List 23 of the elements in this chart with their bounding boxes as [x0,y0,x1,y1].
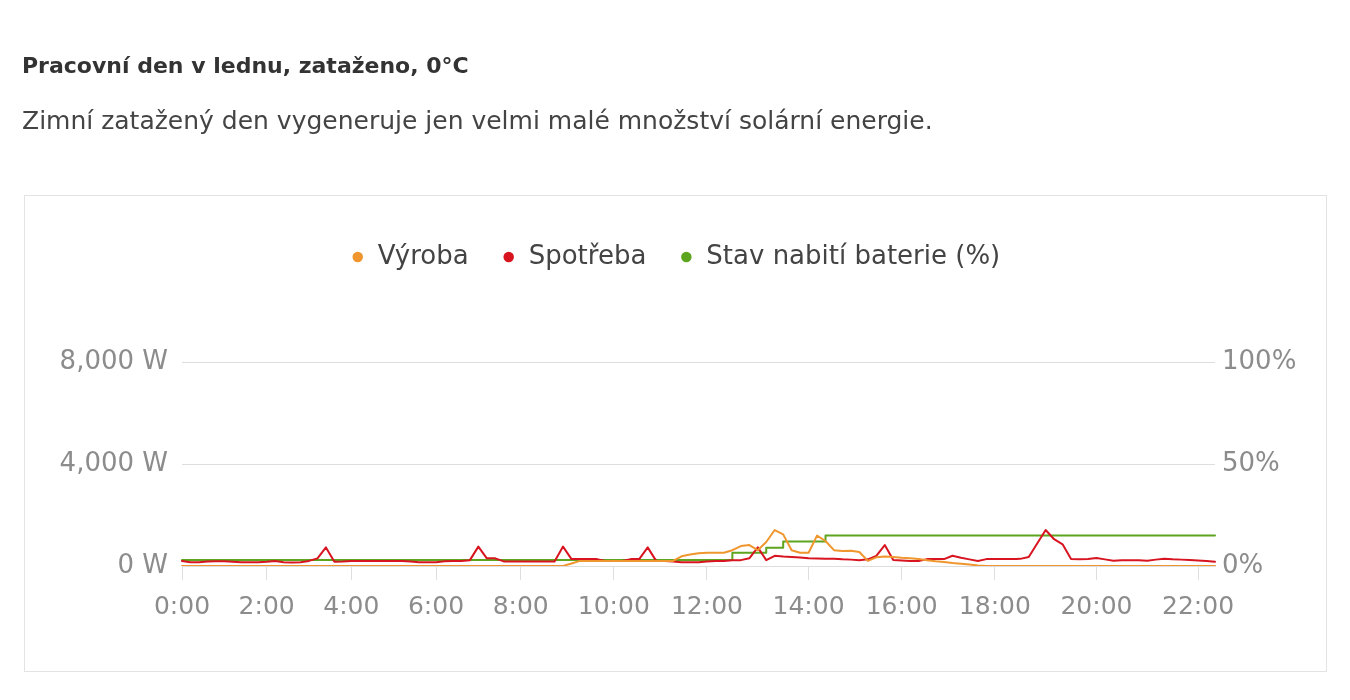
y-tick-label: 4,000 W [59,446,168,477]
legend-label: Spotřeba [528,239,647,270]
y2-tick-label: 100% [1222,344,1297,375]
y2-tick-label: 50% [1222,446,1280,477]
x-tick-label: 20:00 [1060,590,1133,620]
x-tick-label: 10:00 [577,590,650,620]
x-tick-label: 16:00 [865,590,938,620]
y-tick-label: 0 W [117,548,168,579]
x-tick-label: 8:00 [492,590,549,620]
x-tick-label: 6:00 [407,590,465,620]
x-tick-label: 14:00 [772,590,845,620]
chart-subtitle: Zimní zatažený den vygeneruje jen velmi malé množství solární energie. [22,106,933,135]
x-tick-label: 0:00 [153,590,211,620]
y2-tick-label: 0% [1222,548,1264,579]
y-tick-label: 8,000 W [59,344,168,375]
legend-label: Stav nabití baterie (%) [706,239,1001,270]
x-tick-label: 4:00 [323,590,380,620]
x-tick-label: 2:00 [238,590,295,620]
legend-label: Výroba [377,239,469,270]
x-tick-label: 18:00 [958,590,1031,620]
chart-title: Pracovní den v lednu, zataženo, 0°C [22,53,469,78]
x-tick-label: 22:00 [1162,590,1235,620]
x-tick-label: 12:00 [670,590,743,620]
